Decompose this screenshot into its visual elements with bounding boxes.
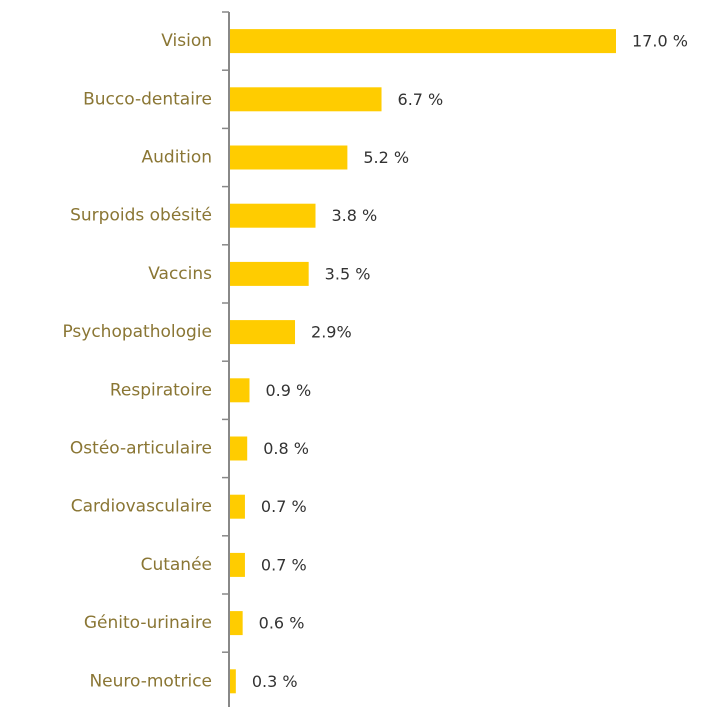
value-label: 0.7 % <box>261 555 307 574</box>
value-label: 6.7 % <box>398 90 444 109</box>
value-label: 2.9% <box>311 323 352 342</box>
category-label: Neuro-motrice <box>89 671 212 691</box>
value-label: 0.7 % <box>261 497 307 516</box>
value-label: 0.9 % <box>265 381 311 400</box>
bar <box>229 29 616 54</box>
bar <box>229 261 309 286</box>
value-label: 3.5 % <box>325 264 371 283</box>
category-label: Respiratoire <box>110 380 212 400</box>
bar <box>229 436 248 461</box>
value-label: 0.6 % <box>259 614 305 633</box>
bar <box>229 669 236 694</box>
value-label: 5.2 % <box>363 148 409 167</box>
bar <box>229 203 316 228</box>
category-label: Vaccins <box>148 264 212 284</box>
category-label: Cutanée <box>141 555 212 575</box>
value-label: 3.8 % <box>332 206 378 225</box>
value-label: 0.8 % <box>263 439 309 458</box>
bar <box>229 320 296 345</box>
bar <box>229 378 250 403</box>
bar <box>229 145 348 170</box>
category-label: Ostéo-articulaire <box>70 439 212 459</box>
category-label: Cardiovasculaire <box>71 497 212 517</box>
bar <box>229 87 382 112</box>
category-label: Génito-urinaire <box>84 613 212 633</box>
bar <box>229 494 245 519</box>
bar <box>229 552 245 577</box>
bar <box>229 611 243 636</box>
category-label: Psychopathologie <box>62 322 212 342</box>
category-label: Vision <box>161 31 212 51</box>
category-label: Bucco-dentaire <box>83 89 212 109</box>
category-label: Audition <box>142 148 212 168</box>
value-label: 0.3 % <box>252 672 298 691</box>
value-label: 17.0 % <box>632 32 688 51</box>
category-label: Surpoids obésité <box>70 206 212 226</box>
